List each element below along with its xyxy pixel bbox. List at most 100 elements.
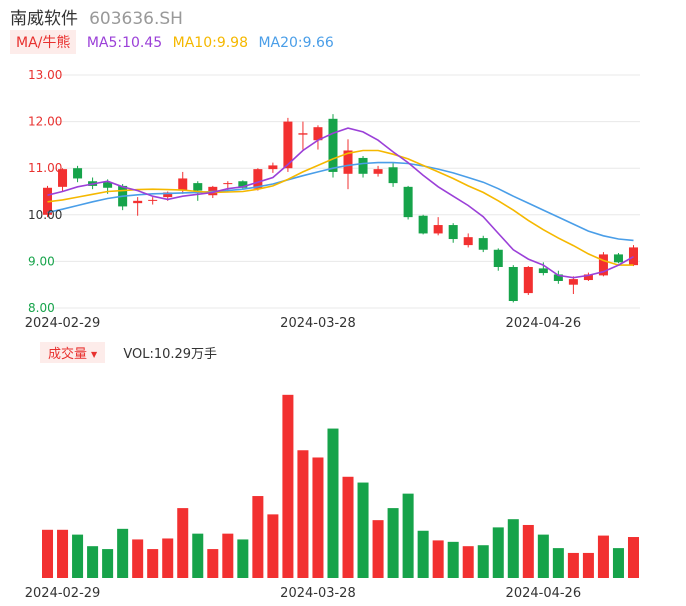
candle-body bbox=[538, 268, 548, 274]
x-date-label: 2024-04-26 bbox=[506, 316, 582, 331]
volume-bar bbox=[372, 520, 384, 578]
volume-bar bbox=[282, 394, 294, 578]
volume-bar bbox=[357, 482, 369, 578]
candle-body bbox=[253, 169, 263, 189]
stock-code: 603636.SH bbox=[89, 9, 183, 29]
candle-body bbox=[148, 199, 158, 201]
volume-bar bbox=[207, 549, 219, 578]
candle-body bbox=[388, 167, 398, 184]
candle-body bbox=[73, 168, 83, 179]
y-tick-label: 10.00 bbox=[28, 208, 62, 222]
volume-bar bbox=[342, 476, 354, 578]
volume-value: VOL:10.29万手 bbox=[123, 347, 218, 362]
volume-bar bbox=[417, 530, 429, 578]
candle-body bbox=[403, 186, 413, 218]
candle-body bbox=[178, 178, 188, 191]
volume-bar bbox=[177, 508, 189, 578]
axis-labels: 13.0012.0011.0010.009.008.002024-02-2920… bbox=[25, 68, 581, 601]
candle-body bbox=[598, 254, 608, 276]
volume-bar bbox=[147, 549, 159, 578]
y-tick-label: 8.00 bbox=[28, 301, 55, 315]
candle-body bbox=[223, 183, 233, 185]
volume-bar bbox=[387, 508, 399, 578]
volume-bar bbox=[432, 540, 444, 578]
ma5-label: MA5:10.45 bbox=[86, 35, 163, 51]
stock-header: 南威软件 603636.SH bbox=[10, 4, 183, 29]
volume-bar bbox=[552, 548, 564, 578]
candle-body bbox=[298, 133, 308, 135]
candle-body bbox=[568, 279, 578, 285]
ma5-line bbox=[47, 127, 634, 279]
x-date-label-volume: 2024-02-29 bbox=[25, 586, 101, 601]
candle-body bbox=[373, 169, 383, 174]
candle-body bbox=[613, 254, 623, 263]
x-date-label-volume: 2024-03-28 bbox=[280, 586, 356, 601]
ma10-label: MA10:9.98 bbox=[172, 35, 248, 51]
volume-bar bbox=[87, 546, 99, 578]
volume-bar bbox=[492, 527, 504, 578]
volume-bar bbox=[327, 428, 339, 578]
ma20-label: MA20:9.66 bbox=[258, 35, 334, 51]
candle-body bbox=[238, 181, 248, 188]
ma-legend: MA/牛熊 MA5:10.45 MA10:9.98 MA20:9.66 bbox=[10, 30, 334, 54]
dropdown-caret-icon: ▼ bbox=[91, 350, 98, 359]
volume-bar bbox=[162, 538, 174, 578]
candle-body bbox=[628, 247, 638, 266]
y-tick-label: 12.00 bbox=[28, 115, 62, 129]
volume-bar bbox=[507, 519, 519, 578]
volume-bar bbox=[597, 535, 609, 578]
volume-bar bbox=[567, 552, 579, 578]
candle-body bbox=[448, 225, 458, 240]
volume-bar bbox=[117, 528, 129, 578]
volume-bar bbox=[612, 548, 624, 578]
volume-bar bbox=[72, 534, 84, 578]
x-date-label: 2024-03-28 bbox=[280, 316, 356, 331]
candle-body bbox=[328, 118, 338, 172]
candle-body bbox=[193, 183, 203, 191]
candle-body bbox=[508, 266, 518, 302]
volume-legend: 成交量 ▼ VOL:10.29万手 bbox=[40, 342, 217, 363]
y-tick-label: 11.00 bbox=[28, 161, 62, 175]
volume-bar bbox=[267, 514, 279, 578]
candle-body bbox=[583, 274, 593, 281]
volume-bar bbox=[57, 529, 69, 578]
y-tick-label: 13.00 bbox=[28, 68, 62, 82]
volume-bar bbox=[252, 496, 264, 578]
candle-body bbox=[268, 165, 278, 170]
ma-type-selector[interactable]: MA/牛熊 bbox=[10, 30, 77, 54]
candle-body bbox=[358, 157, 368, 174]
ma20-line bbox=[47, 161, 634, 242]
volume-bar bbox=[237, 539, 249, 578]
candle-body bbox=[283, 121, 293, 169]
candle-body bbox=[163, 192, 173, 198]
volume-bar bbox=[312, 457, 324, 578]
candle-body bbox=[478, 238, 488, 250]
x-date-label: 2024-02-29 bbox=[25, 316, 101, 331]
volume-select-label: 成交量 bbox=[48, 347, 88, 362]
ma10-line bbox=[47, 149, 634, 266]
candle-body bbox=[133, 200, 143, 204]
candle-body bbox=[103, 182, 113, 188]
moving-average-lines bbox=[47, 127, 634, 279]
candle-body bbox=[58, 169, 68, 187]
x-date-label-volume: 2024-04-26 bbox=[506, 586, 582, 601]
candle-body bbox=[553, 274, 563, 281]
volume-bar bbox=[627, 537, 639, 578]
candle-body bbox=[463, 237, 473, 246]
candle-body bbox=[433, 225, 443, 234]
candle-body bbox=[523, 266, 533, 294]
candle-body bbox=[493, 249, 503, 267]
y-tick-label: 9.00 bbox=[28, 254, 55, 268]
volume-bar bbox=[522, 524, 534, 578]
volume-bars bbox=[42, 394, 639, 578]
candle-body bbox=[343, 150, 353, 174]
volume-bar bbox=[477, 545, 489, 578]
volume-indicator-select[interactable]: 成交量 ▼ bbox=[40, 342, 106, 363]
grid-lines bbox=[53, 74, 640, 309]
volume-bar bbox=[537, 534, 549, 578]
volume-bar bbox=[402, 493, 414, 578]
stock-name: 南威软件 bbox=[10, 9, 78, 29]
volume-bar bbox=[132, 539, 144, 578]
volume-bar bbox=[42, 529, 54, 578]
